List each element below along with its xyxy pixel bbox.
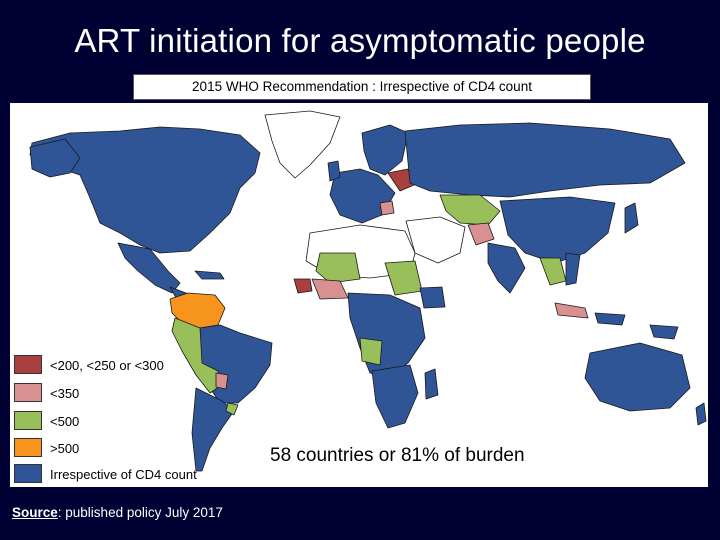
- region-chad-sudan: [384, 260, 423, 296]
- source-note: Source: published policy July 2017: [12, 505, 223, 520]
- world-map-svg: [29, 110, 707, 472]
- region-ethiopia: [419, 286, 446, 309]
- region-east-africa-green: [359, 337, 383, 366]
- region-alaska: [29, 138, 81, 178]
- region-caribbean: [194, 270, 225, 280]
- region-russia: [404, 122, 686, 198]
- subtitle-box: 2015 WHO Recommendation : Irrespective o…: [133, 74, 591, 100]
- region-australia: [584, 342, 691, 412]
- legend-swatch: [14, 464, 42, 483]
- legend-item-lt500: <500: [14, 411, 234, 431]
- legend-label: Irrespective of CD4 count: [50, 467, 197, 482]
- legend-label: >500: [50, 441, 80, 456]
- region-middle-east: [405, 216, 466, 264]
- region-india: [487, 242, 526, 294]
- legend-swatch: [14, 411, 42, 430]
- region-peru-bolivia: [171, 317, 223, 394]
- legend-item-irrespective: Irrespective of CD4 count: [14, 464, 234, 484]
- region-indonesia-east: [594, 312, 626, 326]
- region-indonesia: [554, 302, 589, 319]
- region-north-america: [29, 126, 261, 254]
- legend-label: <200, <250 or <300: [50, 358, 164, 373]
- region-uk: [327, 160, 341, 182]
- legend-label: <350: [50, 386, 80, 401]
- region-southern-africa: [371, 364, 419, 429]
- region-central-africa: [347, 292, 426, 379]
- region-greenland: [264, 110, 341, 179]
- region-vietnam: [565, 252, 581, 286]
- region-myanmar-thailand: [539, 257, 567, 286]
- region-uruguay: [225, 402, 239, 416]
- legend-label: <500: [50, 414, 80, 429]
- legend-swatch: [14, 383, 42, 402]
- legend-swatch: [14, 438, 42, 457]
- source-text: : published policy July 2017: [57, 505, 223, 520]
- region-china: [499, 196, 616, 264]
- source-label: Source: [12, 505, 58, 520]
- region-japan: [624, 202, 639, 234]
- region-png: [649, 324, 679, 340]
- region-afghanistan: [467, 222, 495, 246]
- burden-text: 58 countries or 81% of burden: [270, 445, 525, 466]
- region-scandinavia: [361, 124, 409, 176]
- region-mexico: [117, 242, 181, 294]
- slide-title: ART initiation for asymptomatic people: [74, 22, 646, 59]
- region-new-zealand: [695, 402, 707, 426]
- legend-swatch: [14, 355, 42, 374]
- legend-item-gt500: >500: [14, 438, 234, 458]
- region-paraguay: [215, 372, 229, 390]
- region-west-africa: [311, 278, 349, 300]
- region-west-africa-red: [293, 278, 313, 294]
- legend-item-lt300: <200, <250 or <300: [14, 355, 234, 375]
- region-mali-niger: [315, 252, 361, 284]
- world-map: <200, <250 or <300 <350 <500 >500 Irresp…: [10, 103, 708, 487]
- legend-item-lt350: <350: [14, 383, 234, 403]
- region-balkans: [379, 200, 395, 216]
- region-argentina-chile: [191, 387, 235, 472]
- region-madagascar: [424, 368, 439, 400]
